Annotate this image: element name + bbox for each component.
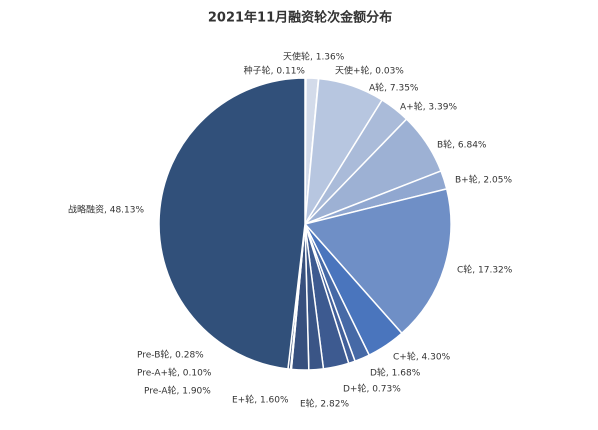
pie-slice <box>158 77 306 370</box>
pie-slice <box>303 187 452 335</box>
data-label: C+轮, 4.30% <box>393 351 451 363</box>
data-label: Pre-A+轮, 0.10% <box>137 367 212 379</box>
chart-title: 2021年11月融资轮次金额分布 <box>208 10 392 26</box>
data-label: Pre-A轮, 1.90% <box>144 385 211 397</box>
data-label: B+轮, 2.05% <box>455 174 512 186</box>
data-label: D轮, 1.68% <box>370 367 421 379</box>
data-label: 天使+轮, 0.03% <box>335 65 404 77</box>
data-label: E轮, 2.82% <box>300 398 349 410</box>
data-label: C轮, 17.32% <box>457 264 513 276</box>
data-label: Pre-B轮, 0.28% <box>137 349 204 361</box>
data-label: E+轮, 1.60% <box>232 394 289 406</box>
data-label: 种子轮, 0.11% <box>244 65 306 77</box>
data-label: A轮, 7.35% <box>369 82 419 94</box>
data-label: B轮, 6.84% <box>437 139 487 151</box>
data-label: A+轮, 3.39% <box>400 101 457 113</box>
data-label: D+轮, 0.73% <box>343 383 401 395</box>
data-label: 战略融资, 48.13% <box>68 204 144 216</box>
data-label: 天使轮, 1.36% <box>283 51 345 63</box>
